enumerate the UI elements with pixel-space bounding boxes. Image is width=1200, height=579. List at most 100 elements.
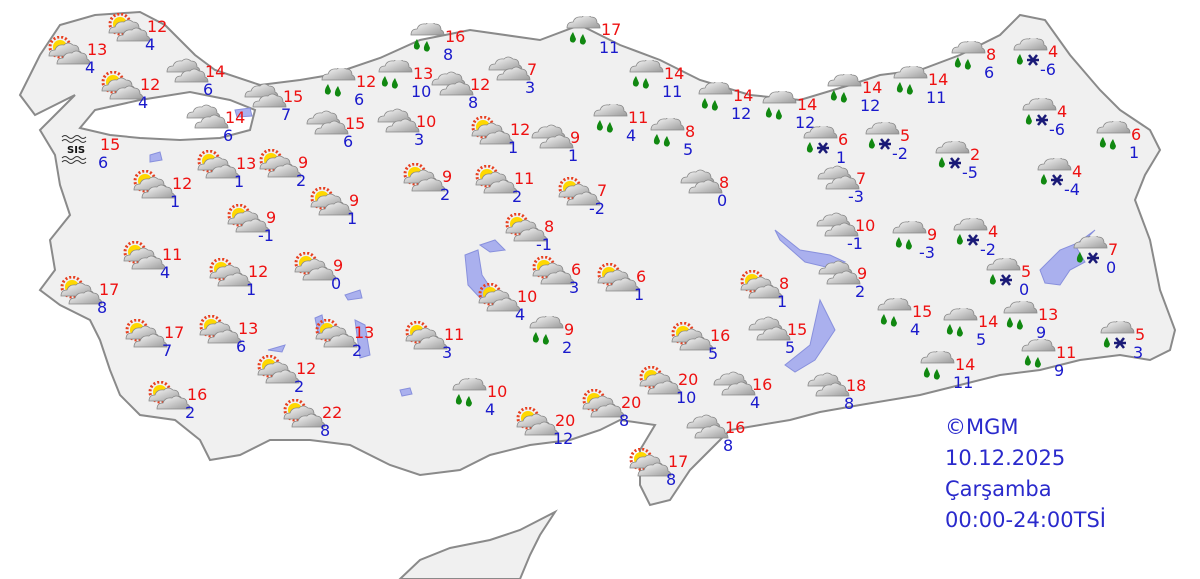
low-temperature: 5 bbox=[708, 344, 719, 363]
lake-aksehir bbox=[344, 289, 363, 301]
high-temperature: 12 bbox=[147, 17, 168, 36]
low-temperature: 1 bbox=[1129, 143, 1140, 162]
lake-ataturk bbox=[784, 298, 836, 373]
high-temperature: 5 bbox=[900, 126, 911, 145]
low-temperature: -1 bbox=[258, 226, 274, 245]
low-temperature: 9 bbox=[1054, 361, 1065, 380]
low-temperature: 6 bbox=[354, 90, 365, 109]
high-temperature: 8 bbox=[685, 122, 696, 141]
station-forecast: 13 6 bbox=[198, 315, 258, 361]
low-temperature: 7 bbox=[281, 105, 292, 124]
high-temperature: 12 bbox=[140, 75, 161, 94]
forecast-day: Çarşamba bbox=[945, 477, 1052, 501]
low-temperature: 4 bbox=[910, 320, 921, 339]
station-forecast: 11 4 bbox=[122, 241, 182, 287]
station-forecast: 20 12 bbox=[515, 407, 575, 453]
lake-iznik bbox=[149, 151, 163, 163]
station-forecast: 15 6 bbox=[305, 110, 365, 156]
high-temperature: 11 bbox=[1056, 343, 1077, 362]
high-temperature: 16 bbox=[710, 326, 731, 345]
low-temperature: -2 bbox=[892, 144, 908, 163]
low-temperature: 12 bbox=[795, 113, 816, 132]
low-temperature: 1 bbox=[634, 285, 645, 304]
low-temperature: 6 bbox=[984, 63, 995, 82]
low-temperature: 4 bbox=[515, 305, 526, 324]
low-temperature: -2 bbox=[980, 240, 996, 259]
station-forecast: 14 11 bbox=[915, 351, 975, 397]
station-forecast: 17 8 bbox=[59, 276, 119, 322]
high-temperature: 18 bbox=[846, 376, 867, 395]
high-temperature: 17 bbox=[601, 20, 622, 39]
station-forecast: 8 -1 bbox=[504, 213, 564, 259]
high-temperature: 20 bbox=[621, 393, 642, 412]
low-temperature: 12 bbox=[860, 96, 881, 115]
high-temperature: 9 bbox=[333, 256, 344, 275]
high-temperature: 4 bbox=[988, 222, 999, 241]
high-temperature: 22 bbox=[322, 403, 343, 422]
low-temperature: 6 bbox=[203, 80, 214, 99]
station-forecast: 4 -6 bbox=[1008, 38, 1068, 84]
high-temperature: 7 bbox=[1108, 240, 1119, 259]
high-temperature: 10 bbox=[487, 382, 508, 401]
low-temperature: 5 bbox=[785, 338, 796, 357]
low-temperature: -4 bbox=[1064, 180, 1080, 199]
station-forecast: 2 -5 bbox=[930, 141, 990, 187]
low-temperature: 6 bbox=[98, 153, 109, 172]
legend: ©MGM 10.12.2025 Çarşamba 00:00-24:00TSİ bbox=[945, 412, 1106, 536]
high-temperature: 11 bbox=[444, 325, 465, 344]
station-forecast: 10 -1 bbox=[815, 212, 875, 258]
high-temperature: 14 bbox=[225, 108, 246, 127]
high-temperature: 6 bbox=[1131, 125, 1142, 144]
low-temperature: 8 bbox=[320, 421, 331, 440]
station-forecast: 14 12 bbox=[693, 82, 753, 128]
high-temperature: 6 bbox=[838, 130, 849, 149]
low-temperature: 8 bbox=[468, 93, 479, 112]
high-temperature: 13 bbox=[238, 319, 259, 338]
high-temperature: 16 bbox=[752, 375, 773, 394]
high-temperature: 17 bbox=[99, 280, 120, 299]
low-temperature: 3 bbox=[442, 343, 453, 362]
high-temperature: 9 bbox=[570, 128, 581, 147]
low-temperature: 3 bbox=[414, 130, 425, 149]
low-temperature: 11 bbox=[599, 38, 620, 57]
high-temperature: 5 bbox=[1135, 325, 1146, 344]
station-forecast: 12 4 bbox=[100, 71, 160, 117]
station-forecast: 13 4 bbox=[47, 36, 107, 82]
low-temperature: 2 bbox=[855, 282, 866, 301]
high-temperature: 10 bbox=[855, 216, 876, 235]
station-forecast: 22 8 bbox=[282, 399, 342, 445]
station-forecast: 9 -3 bbox=[887, 221, 947, 267]
low-temperature: 0 bbox=[1106, 258, 1117, 277]
cyprus bbox=[398, 509, 558, 579]
station-forecast: 11 9 bbox=[1016, 339, 1076, 385]
low-temperature: -1 bbox=[536, 235, 552, 254]
station-forecast: 17 8 bbox=[628, 448, 688, 494]
low-temperature: 8 bbox=[844, 394, 855, 413]
high-temperature: 15 bbox=[912, 302, 933, 321]
lake-sugla bbox=[399, 387, 413, 397]
high-temperature: 9 bbox=[298, 153, 309, 172]
low-temperature: 2 bbox=[296, 171, 307, 190]
high-temperature: 14 bbox=[862, 78, 883, 97]
high-temperature: 13 bbox=[236, 154, 257, 173]
high-temperature: 20 bbox=[678, 370, 699, 389]
low-temperature: 4 bbox=[750, 393, 761, 412]
high-temperature: 12 bbox=[510, 120, 531, 139]
station-forecast: 4 -2 bbox=[948, 218, 1008, 264]
high-temperature: 16 bbox=[187, 385, 208, 404]
forecast-date: 10.12.2025 bbox=[945, 446, 1066, 470]
low-temperature: 4 bbox=[145, 35, 156, 54]
station-forecast: 12 1 bbox=[208, 258, 268, 304]
station-forecast: 14 11 bbox=[624, 60, 684, 106]
